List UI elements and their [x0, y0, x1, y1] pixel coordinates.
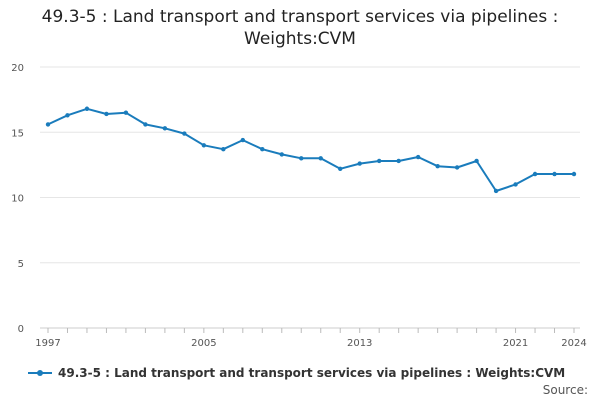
- data-point: [513, 182, 518, 187]
- y-tick-label: 15: [11, 128, 24, 139]
- y-tick-label: 5: [18, 259, 24, 270]
- data-point: [143, 122, 148, 127]
- y-tick-label: 20: [11, 63, 24, 74]
- gridlines: [40, 66, 580, 329]
- data-point: [279, 152, 284, 157]
- series-layer: [45, 106, 577, 194]
- data-point: [338, 166, 343, 171]
- data-point: [318, 156, 323, 161]
- data-point: [260, 147, 265, 152]
- axes: 0 5 10 15 20 1997 2005 2013 2021 2024: [11, 63, 586, 349]
- data-point: [454, 165, 460, 170]
- data-point: [396, 158, 401, 164]
- data-point: [415, 154, 421, 160]
- legend-swatch-icon: [28, 368, 52, 378]
- data-point: [182, 131, 187, 136]
- data-point: [571, 171, 577, 177]
- data-point: [201, 143, 207, 148]
- data-point: [45, 122, 51, 127]
- data-point: [474, 158, 479, 164]
- legend[interactable]: 49.3-5 : Land transport and transport se…: [28, 366, 565, 380]
- y-tick-label: 0: [18, 324, 24, 335]
- series-line: [47, 107, 574, 192]
- data-point: [84, 106, 90, 111]
- data-point: [376, 158, 382, 164]
- source-label: Source:: [542, 383, 588, 397]
- data-point: [65, 113, 70, 118]
- y-tick-label: 10: [11, 194, 24, 205]
- data-point: [493, 188, 499, 194]
- data-point: [532, 171, 538, 177]
- x-tick-label: 2021: [503, 338, 528, 349]
- x-tick-label: 2005: [191, 338, 216, 349]
- x-tick-label: 2013: [347, 338, 372, 349]
- data-point: [435, 163, 440, 169]
- x-tick-label: 2024: [561, 338, 586, 349]
- chart-title: 49.3-5 : Land transport and transport se…: [41, 7, 559, 49]
- data-point: [162, 126, 168, 131]
- data-point: [552, 171, 557, 177]
- data-point: [221, 147, 226, 152]
- data-point: [123, 110, 129, 115]
- data-point: [299, 156, 304, 161]
- data-point: [357, 161, 362, 166]
- data-point: [240, 137, 246, 143]
- data-point: [104, 111, 109, 117]
- legend-label: 49.3-5 : Land transport and transport se…: [58, 366, 566, 380]
- x-tick-label: 1997: [35, 338, 60, 349]
